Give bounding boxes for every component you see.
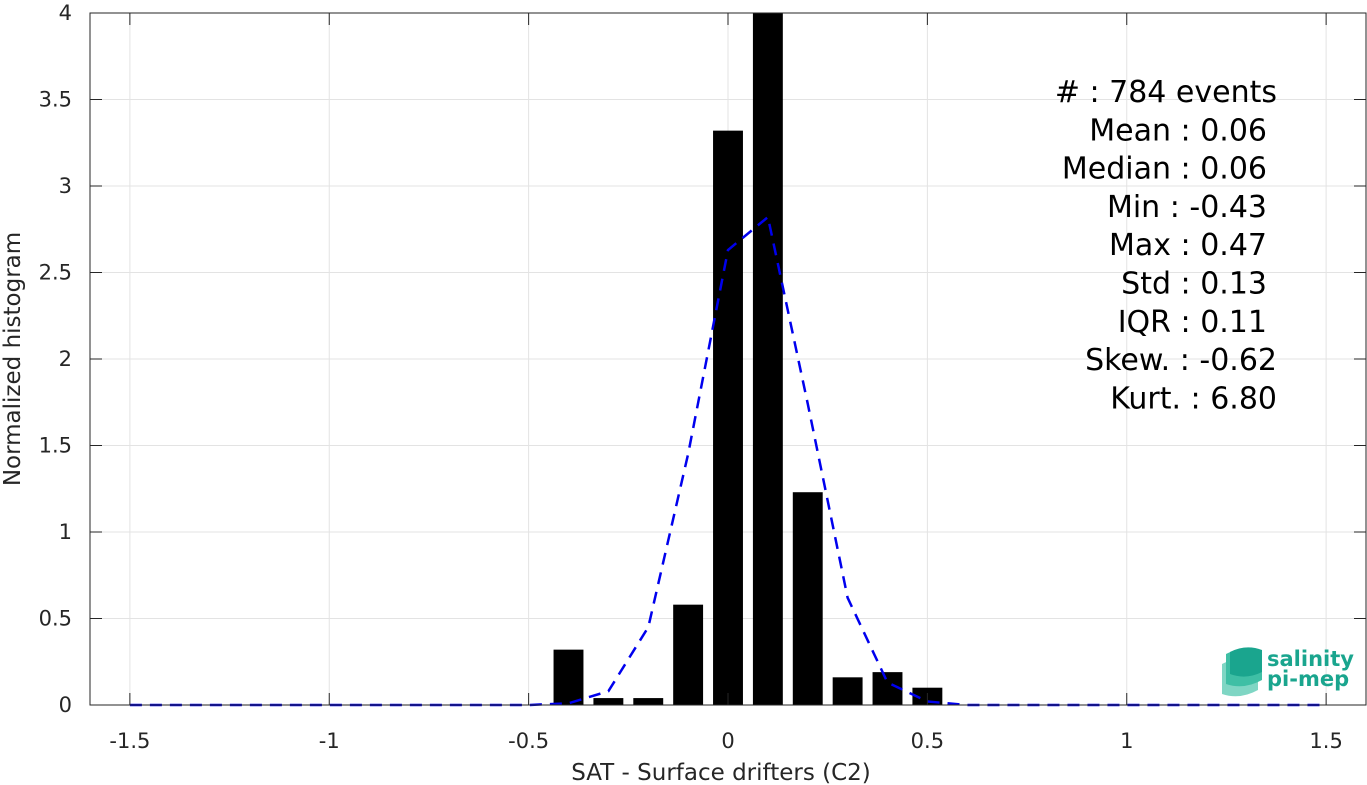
stat-line: Skew. : -0.62 [1085,343,1277,378]
stat-line: Max : 0.47 [1109,228,1267,263]
x-tick-label: 0 [721,729,734,753]
stat-line: Min : -0.43 [1107,190,1267,225]
y-tick-label: 3.5 [39,88,72,112]
histogram-bar [752,13,783,705]
stat-line: Kurt. : 6.80 [1110,381,1277,416]
stat-line: Std : 0.13 [1121,267,1267,302]
histogram-bar [633,698,664,705]
logo-line2: pi-mep [1267,667,1349,691]
stat-line: IQR : 0.11 [1118,305,1267,340]
x-axis-label: SAT - Surface drifters (C2) [571,760,871,785]
histogram-bar [832,677,863,705]
x-tick-label: -0.5 [508,729,549,753]
y-tick-label: 1 [59,520,72,544]
salinity-logo-icon [1222,647,1262,697]
x-tick-label: 0.5 [911,729,944,753]
y-tick-labels: 0 0.5 1 1.5 2 2.5 3 3.5 4 [39,1,72,717]
axis-ticks [90,12,1366,706]
y-axis-label: Normalized histogram [0,232,26,486]
fit-line [129,214,1327,707]
histogram-bar [553,649,584,705]
x-tick-label: -1.5 [109,729,150,753]
y-tick-label: 1.5 [39,434,72,458]
histogram-bar [673,604,704,705]
y-tick-label: 3 [59,174,72,198]
logo: salinity pi-mep [1222,647,1354,697]
bar-series [553,13,943,705]
histogram-bar [593,698,624,705]
y-tick-label: 2.5 [39,261,72,285]
x-tick-labels: -1.5 -1 -0.5 0 0.5 1 1.5 [109,729,1342,753]
histogram-bar [713,130,743,705]
stat-line: # : 784 events [1055,75,1277,110]
stat-line: Mean : 0.06 [1089,113,1267,148]
y-tick-label: 4 [59,1,72,25]
histogram-bar [792,492,823,705]
y-tick-label: 0.5 [39,607,72,631]
y-tick-label: 2 [59,347,72,371]
x-tick-label: 1.5 [1309,729,1342,753]
x-tick-label: -1 [319,729,340,753]
fit-line-group [129,214,1327,707]
y-tick-label: 0 [59,693,72,717]
logo-line1: salinity [1267,647,1354,671]
x-tick-label: 1 [1120,729,1133,753]
stat-line: Median : 0.06 [1062,152,1267,187]
